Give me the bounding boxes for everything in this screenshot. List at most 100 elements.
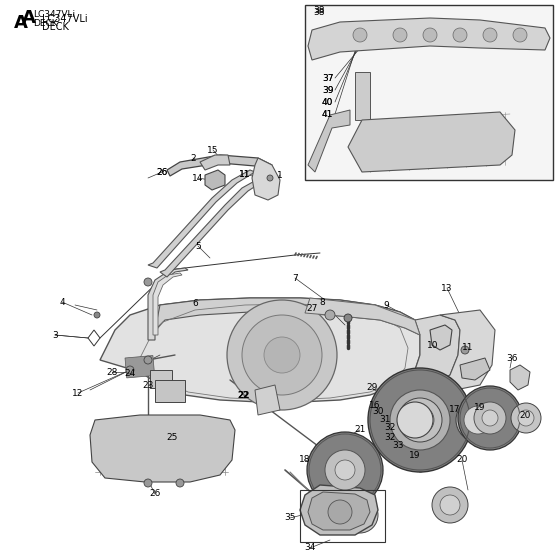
Polygon shape bbox=[148, 170, 255, 268]
Polygon shape bbox=[435, 310, 495, 390]
Polygon shape bbox=[430, 325, 452, 350]
Text: 19: 19 bbox=[409, 450, 421, 460]
Text: 25: 25 bbox=[166, 433, 178, 442]
Circle shape bbox=[511, 403, 541, 433]
Bar bbox=[300, 490, 385, 542]
Polygon shape bbox=[90, 415, 235, 482]
Text: 22: 22 bbox=[237, 390, 249, 399]
Circle shape bbox=[397, 402, 433, 438]
Text: DECK: DECK bbox=[42, 22, 69, 32]
Circle shape bbox=[432, 487, 468, 523]
Text: 4: 4 bbox=[59, 297, 65, 306]
Text: A: A bbox=[14, 14, 28, 32]
Circle shape bbox=[227, 300, 337, 410]
Circle shape bbox=[393, 28, 407, 42]
Polygon shape bbox=[153, 273, 182, 335]
Polygon shape bbox=[100, 298, 420, 402]
Text: 20: 20 bbox=[456, 455, 468, 464]
Polygon shape bbox=[460, 358, 490, 380]
Text: 26: 26 bbox=[156, 167, 167, 176]
Circle shape bbox=[482, 410, 498, 426]
Circle shape bbox=[126, 366, 134, 374]
Text: 40: 40 bbox=[322, 97, 333, 106]
Text: 40: 40 bbox=[322, 97, 333, 106]
Circle shape bbox=[344, 314, 352, 322]
Circle shape bbox=[483, 28, 497, 42]
Circle shape bbox=[176, 479, 184, 487]
Text: 22: 22 bbox=[237, 390, 249, 399]
Polygon shape bbox=[308, 492, 370, 530]
Circle shape bbox=[458, 386, 522, 450]
Text: 20: 20 bbox=[519, 410, 531, 419]
Text: A: A bbox=[22, 9, 36, 27]
Text: 32: 32 bbox=[384, 433, 396, 442]
Circle shape bbox=[464, 406, 492, 434]
Circle shape bbox=[328, 500, 352, 524]
Circle shape bbox=[144, 278, 152, 286]
Text: 8: 8 bbox=[319, 297, 325, 306]
Circle shape bbox=[94, 312, 100, 318]
Text: LC347VLi: LC347VLi bbox=[33, 10, 75, 19]
Circle shape bbox=[342, 497, 378, 533]
Text: 18: 18 bbox=[299, 455, 311, 464]
Circle shape bbox=[242, 315, 322, 395]
Circle shape bbox=[474, 402, 506, 434]
Circle shape bbox=[461, 346, 469, 354]
Text: 41: 41 bbox=[322, 110, 333, 119]
Text: 38: 38 bbox=[313, 6, 324, 15]
Text: 36: 36 bbox=[506, 353, 518, 362]
Text: 5: 5 bbox=[195, 241, 201, 250]
Text: 31: 31 bbox=[379, 416, 391, 424]
Text: 11: 11 bbox=[462, 343, 474, 352]
Circle shape bbox=[351, 506, 369, 524]
Text: 32: 32 bbox=[384, 423, 396, 432]
Text: 1: 1 bbox=[277, 170, 283, 180]
Circle shape bbox=[335, 460, 355, 480]
Text: 34: 34 bbox=[304, 544, 316, 553]
Bar bbox=[305, 5, 553, 180]
Text: 17: 17 bbox=[449, 405, 461, 414]
Polygon shape bbox=[510, 365, 530, 390]
Polygon shape bbox=[308, 110, 350, 172]
Text: 7: 7 bbox=[292, 273, 298, 282]
Text: 26: 26 bbox=[156, 167, 167, 176]
Text: 30: 30 bbox=[372, 408, 384, 417]
Text: 3: 3 bbox=[52, 330, 58, 339]
Text: 23: 23 bbox=[142, 380, 153, 390]
Polygon shape bbox=[415, 315, 460, 385]
Text: 39: 39 bbox=[322, 86, 334, 95]
Text: 39: 39 bbox=[322, 86, 334, 95]
Circle shape bbox=[518, 410, 534, 426]
Circle shape bbox=[325, 450, 365, 490]
Text: 33: 33 bbox=[392, 441, 404, 450]
Circle shape bbox=[440, 495, 460, 515]
Text: 12: 12 bbox=[72, 389, 83, 398]
Polygon shape bbox=[252, 158, 280, 200]
Text: 15: 15 bbox=[207, 146, 219, 155]
Circle shape bbox=[423, 28, 437, 42]
Circle shape bbox=[325, 310, 335, 320]
Text: 38: 38 bbox=[313, 7, 324, 16]
Text: 11: 11 bbox=[239, 170, 251, 179]
Bar bbox=[150, 370, 172, 388]
Polygon shape bbox=[305, 298, 420, 335]
Circle shape bbox=[144, 479, 152, 487]
Circle shape bbox=[368, 368, 472, 472]
Text: 26: 26 bbox=[150, 489, 161, 498]
Circle shape bbox=[406, 406, 434, 434]
Text: 16: 16 bbox=[369, 400, 381, 409]
Polygon shape bbox=[348, 112, 515, 172]
Bar bbox=[125, 356, 155, 378]
Polygon shape bbox=[200, 155, 230, 170]
Polygon shape bbox=[167, 155, 272, 176]
Circle shape bbox=[307, 432, 383, 508]
Circle shape bbox=[398, 398, 442, 442]
Text: 37: 37 bbox=[322, 73, 334, 82]
Text: DECK: DECK bbox=[33, 19, 58, 28]
Text: LC347VLi: LC347VLi bbox=[42, 14, 87, 24]
Circle shape bbox=[353, 28, 367, 42]
Text: 35: 35 bbox=[284, 514, 296, 522]
Circle shape bbox=[513, 28, 527, 42]
Text: 27: 27 bbox=[306, 304, 318, 312]
Circle shape bbox=[267, 175, 273, 181]
